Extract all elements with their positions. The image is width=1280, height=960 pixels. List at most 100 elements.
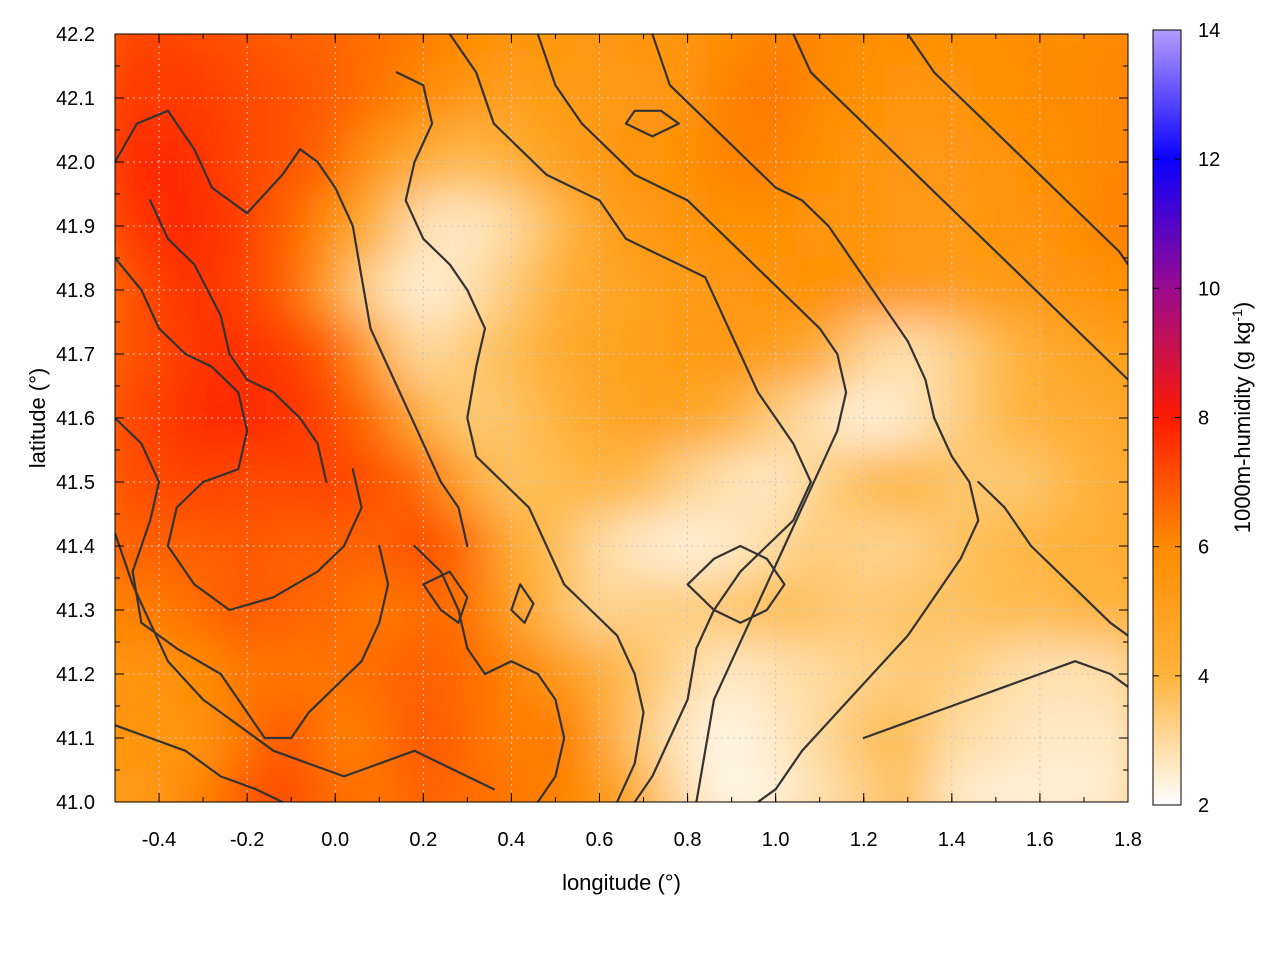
heatmap-cell	[1104, 321, 1128, 387]
heatmap-cell	[180, 705, 227, 771]
heatmap-cell	[180, 577, 227, 643]
y-tick-label: 41.5	[56, 472, 95, 494]
contour-line	[395, 71, 645, 802]
x-tick-label: 1.2	[850, 829, 878, 851]
y-tick-label: 41.3	[56, 600, 95, 622]
y-tick-label: 41.7	[56, 344, 95, 366]
y-axis: 41.0 41.1 41.2 41.3 41.4 41.5 41.6 41.7 41.8 41.9…	[56, 24, 1128, 814]
heatmap-cell	[708, 769, 755, 802]
heatmap-cell	[532, 385, 579, 451]
colorbar-tick-label: 2	[1198, 795, 1209, 817]
contour-line	[149, 199, 328, 484]
x-tick-label: 1.4	[938, 829, 966, 851]
contour-line	[422, 570, 469, 624]
y-tick-label: 42.1	[56, 88, 95, 110]
heatmap-cell	[532, 257, 579, 323]
contour-line	[413, 544, 566, 802]
heatmap-cell	[268, 513, 315, 579]
colorbar: 2 4 6 8 10 12 14 1000m-humidity (g kg-1)	[1152, 20, 1255, 817]
heatmap-cell	[115, 193, 139, 259]
colorbar-tick-label: 8	[1198, 408, 1209, 430]
heatmap-cell	[268, 321, 315, 387]
heatmap-cell	[796, 34, 843, 67]
x-tick-label: 0.4	[497, 829, 525, 851]
heatmap-cell	[180, 34, 227, 67]
heatmap-cell	[180, 385, 227, 451]
heatmap-cell	[1104, 769, 1128, 802]
heatmap-cell	[115, 641, 139, 707]
contour-line	[115, 416, 390, 740]
y-tick-label: 42.2	[56, 24, 95, 46]
y-tick-label: 41.0	[56, 792, 95, 814]
heatmap-cell	[268, 641, 315, 707]
heatmap-cell	[884, 34, 931, 67]
heatmap-cell	[972, 34, 1019, 67]
contour-line	[624, 109, 680, 138]
heatmap-cell	[115, 705, 139, 771]
heatmap-cell	[356, 769, 403, 802]
contour-line	[115, 256, 363, 612]
heatmap-cell	[620, 769, 667, 802]
contour-line	[862, 660, 1128, 740]
contour-line	[686, 544, 786, 624]
heatmap-cell	[115, 257, 139, 323]
colorbar-title: 1000m-humidity (g kg-1)	[1229, 302, 1255, 533]
plot-area	[114, 33, 1129, 803]
terrain-contours	[115, 34, 1128, 802]
heatmap-cell	[708, 34, 755, 67]
colorbar-tick-label: 6	[1198, 537, 1209, 559]
heatmap-cell	[1104, 129, 1128, 195]
heatmap-cell	[180, 193, 227, 259]
heatmap-cell	[115, 129, 139, 195]
heatmap-cell	[1104, 257, 1128, 323]
heatmap-cell	[444, 769, 491, 802]
heatmap-cell	[532, 641, 579, 707]
heatmap-cell	[115, 321, 139, 387]
x-axis: -0.4 -0.2 0.0 0.2 0.4 0.6 0.8 1.0 1.2 1.4 1.6 1.8	[114, 34, 1142, 851]
heatmap-cell	[1104, 577, 1128, 643]
heatmap-cell	[268, 769, 315, 802]
heatmap-cell	[532, 193, 579, 259]
colorbar-tick-label: 10	[1198, 278, 1220, 300]
colorbar-tick-label: 4	[1198, 666, 1209, 688]
heatmap-cell	[532, 321, 579, 387]
heatmap-cell	[532, 705, 579, 771]
heatmap-cell	[532, 577, 579, 643]
heatmap-cell	[268, 193, 315, 259]
heatmap-cell	[268, 65, 315, 131]
y-tick-label: 41.9	[56, 216, 95, 238]
heatmap-cell	[1060, 34, 1107, 67]
heatmap-cell	[1104, 65, 1128, 131]
colorbar-ticks: 2 4 6 8 10 12 14	[1153, 20, 1220, 817]
contour-line	[651, 34, 980, 802]
y-axis-title: latitude (°)	[25, 368, 50, 469]
heatmap-cell	[1104, 34, 1128, 67]
heatmap-cell	[532, 129, 579, 195]
contour-line	[115, 532, 495, 791]
contour-line	[536, 34, 848, 802]
heatmap-cell	[180, 513, 227, 579]
heatmap-cell	[972, 769, 1019, 802]
heatmap-cell	[180, 65, 227, 131]
heatmap-cell	[1104, 449, 1128, 515]
x-tick-label: 1.8	[1114, 829, 1142, 851]
heatmap-cell	[115, 34, 139, 67]
contour-line	[792, 34, 1128, 381]
heatmap-cell	[268, 257, 315, 323]
contour-line	[115, 109, 469, 548]
colorbar-tick-label: 14	[1198, 20, 1220, 42]
heatmap-cell	[115, 769, 139, 802]
heatmap-cell	[356, 34, 403, 67]
heatmap-cell	[532, 449, 579, 515]
y-tick-label: 41.4	[56, 536, 95, 558]
y-tick-label: 41.8	[56, 280, 95, 302]
heatmap-cell	[796, 769, 843, 802]
heatmap-cell	[115, 65, 139, 131]
heatmap-cell	[532, 513, 579, 579]
heatmap-cell	[1104, 385, 1128, 451]
heatmap-cell	[1104, 513, 1128, 579]
y-tick-label: 42.0	[56, 152, 95, 174]
contour-line	[115, 724, 284, 802]
heatmap-cell	[115, 449, 139, 515]
